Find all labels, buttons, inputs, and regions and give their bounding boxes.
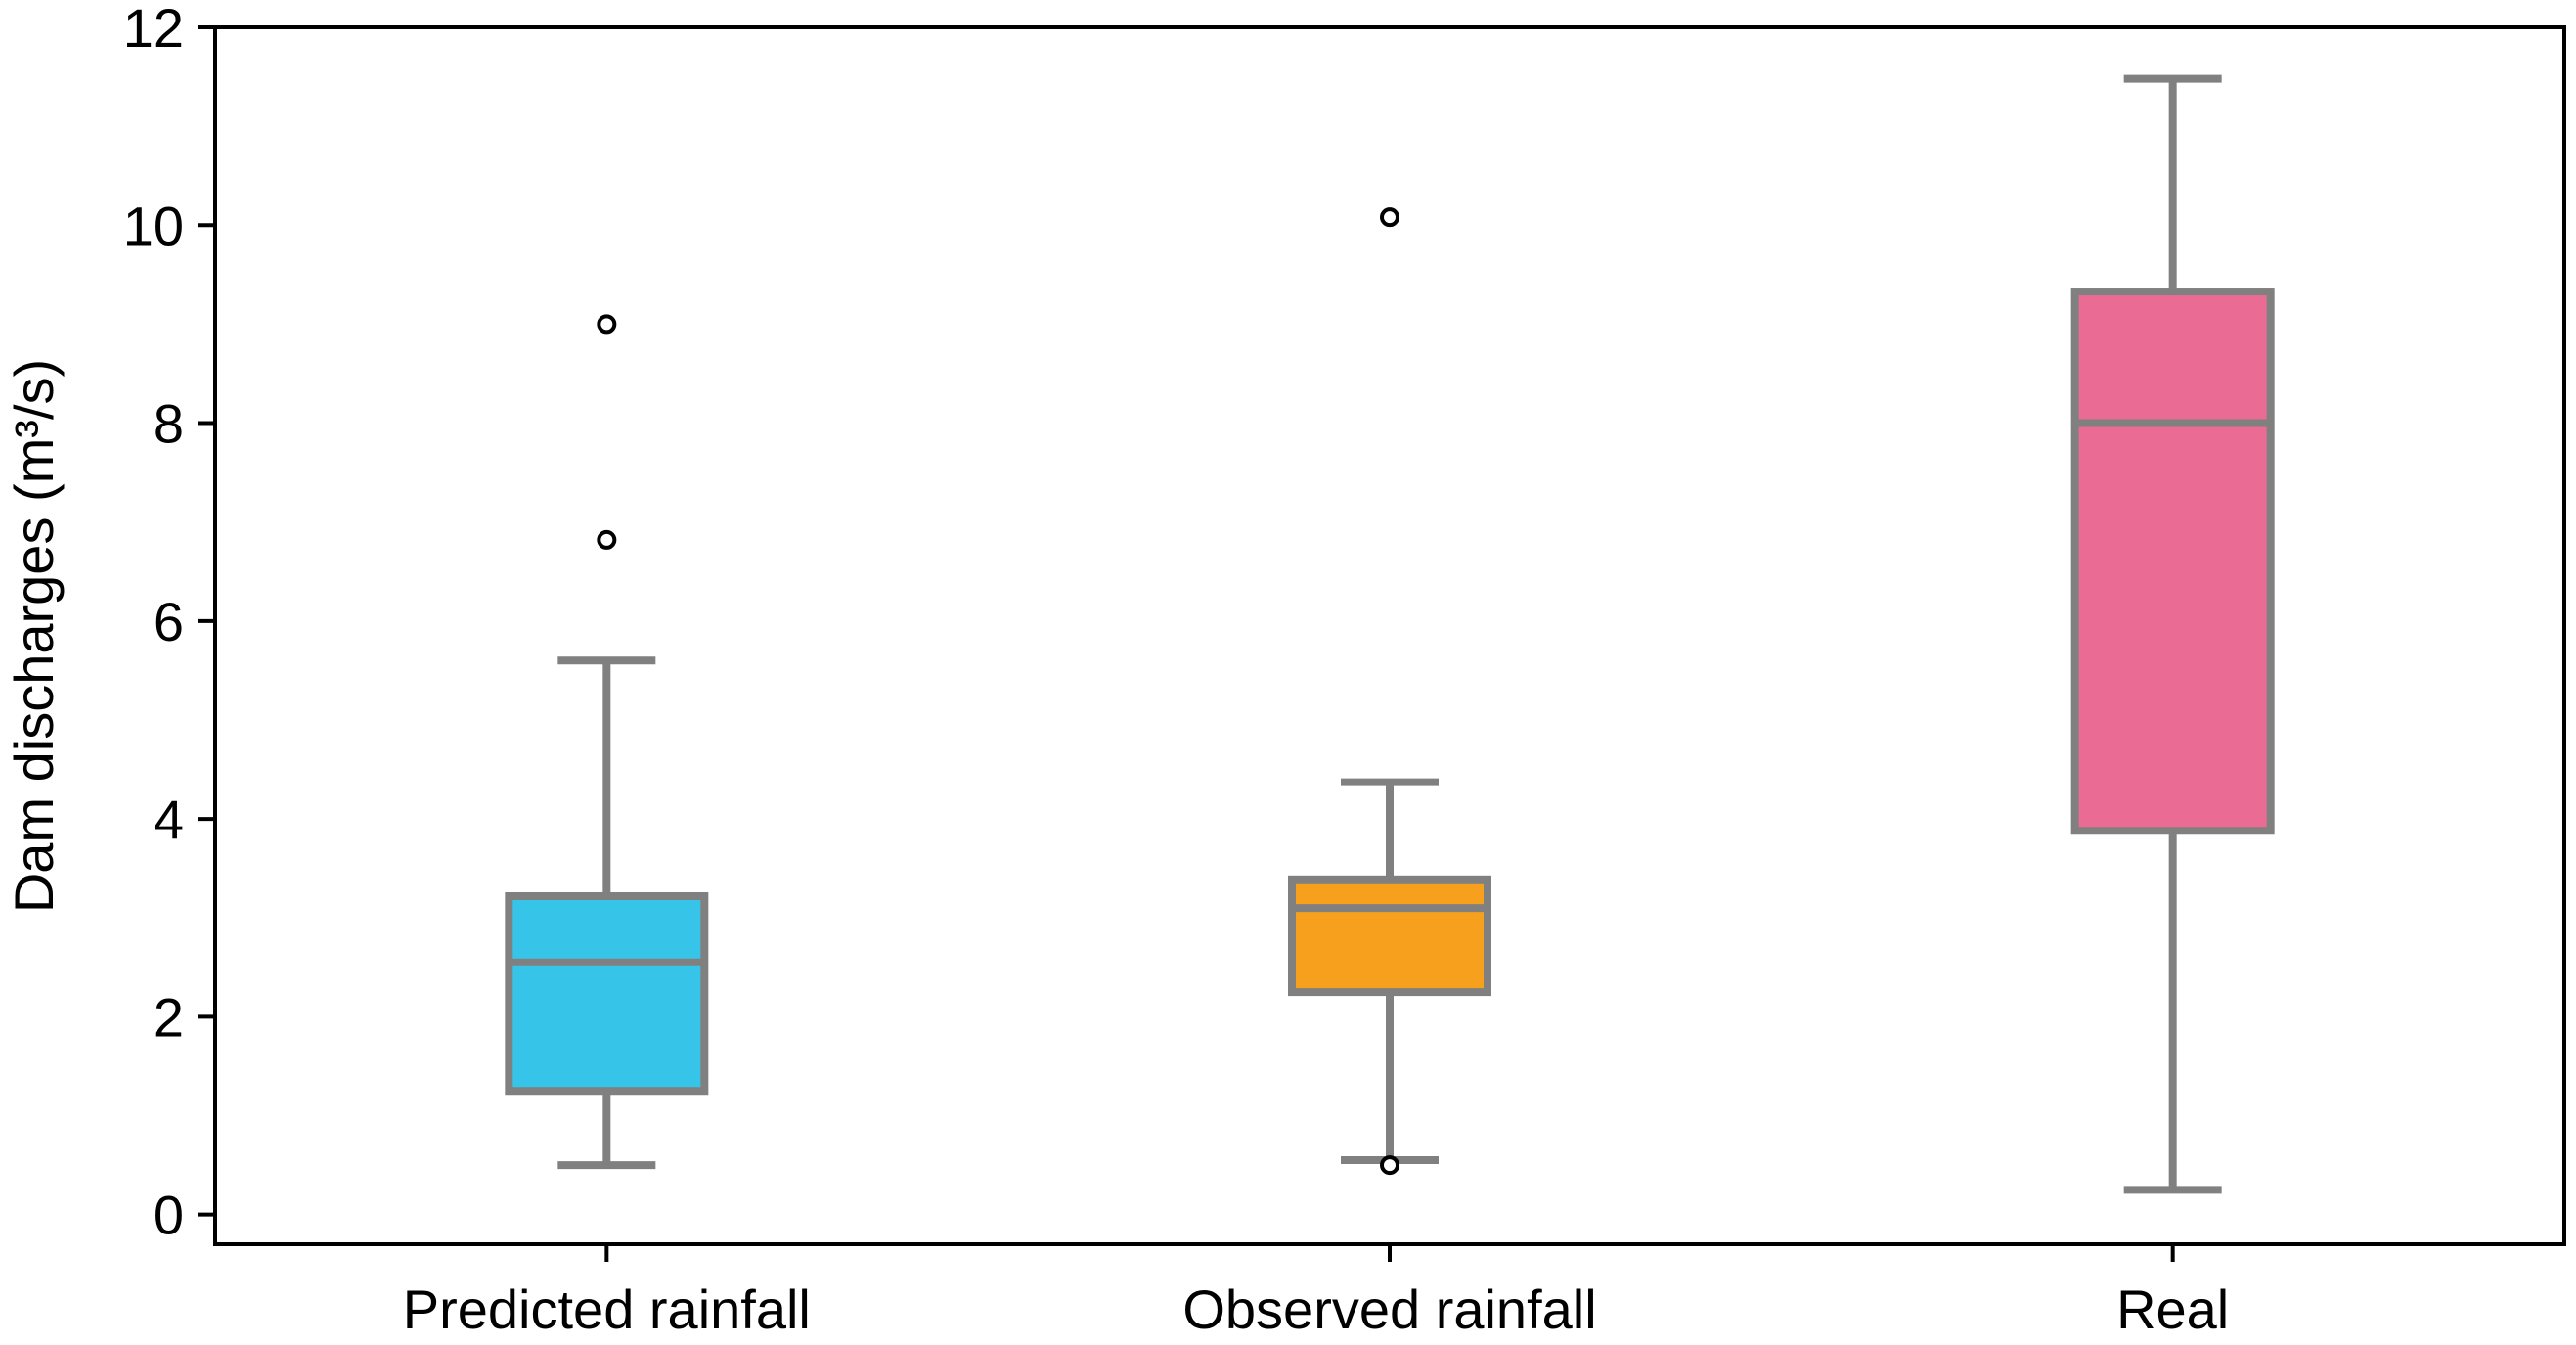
box-group bbox=[2070, 74, 2275, 1194]
outlier-point bbox=[597, 529, 617, 550]
y-tick-label: 12 bbox=[123, 0, 184, 59]
box-iqr bbox=[2070, 288, 2275, 835]
outlier-point bbox=[1380, 1155, 1399, 1176]
y-axis: 0 2 4 6 8 10 12 bbox=[123, 0, 215, 1246]
box-group bbox=[1288, 207, 1491, 1176]
outlier-point bbox=[597, 314, 617, 335]
box-group bbox=[505, 314, 709, 1170]
x-tick-label: Real bbox=[2116, 1278, 2229, 1340]
y-tick-label: 10 bbox=[123, 195, 184, 256]
box-iqr bbox=[505, 891, 709, 1096]
y-axis-title: Dam discharges (m³/s) bbox=[3, 359, 65, 913]
y-tick-label: 8 bbox=[154, 393, 184, 455]
boxes-layer bbox=[505, 74, 2275, 1194]
y-tick-label: 2 bbox=[154, 986, 184, 1048]
box-iqr bbox=[1288, 875, 1491, 997]
y-tick-label: 4 bbox=[154, 788, 184, 850]
outlier-point bbox=[1380, 207, 1399, 228]
x-axis: Predicted rainfall Observed rainfall Real bbox=[403, 1244, 2229, 1340]
y-tick-label: 0 bbox=[154, 1185, 184, 1246]
x-tick-label: Observed rainfall bbox=[1182, 1278, 1596, 1340]
x-tick-label: Predicted rainfall bbox=[403, 1278, 811, 1340]
y-tick-label: 6 bbox=[154, 591, 184, 652]
